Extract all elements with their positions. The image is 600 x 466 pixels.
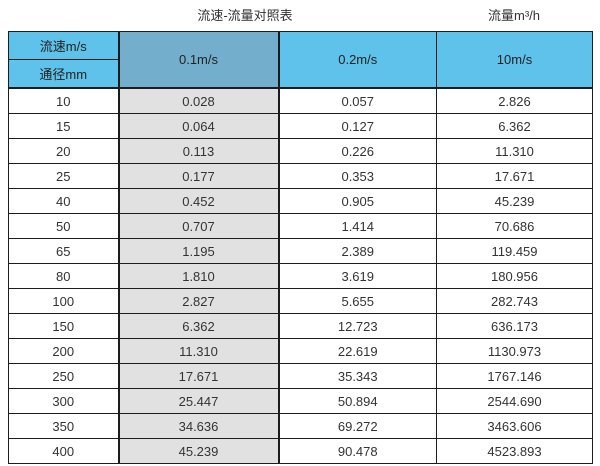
table-row: 200 11.310 22.619 1130.973 (8, 338, 593, 364)
value-cell: 17.671 (117, 363, 280, 389)
value-cell: 70.686 (436, 213, 593, 239)
value-cell: 6.362 (436, 113, 593, 139)
value-cell: 25.447 (117, 388, 280, 414)
value-cell: 11.310 (436, 138, 593, 164)
header-column-0.2ms: 0.2m/s (278, 31, 437, 89)
value-cell: 0.707 (117, 213, 280, 239)
table-row: 100 2.827 5.655 282.743 (8, 288, 593, 314)
value-cell: 50.894 (278, 388, 437, 414)
table-row: 400 45.239 90.478 4523.893 (8, 438, 593, 464)
table-row: 15 0.064 0.127 6.362 (8, 113, 593, 139)
value-cell: 0.452 (117, 188, 280, 214)
diameter-cell: 15 (8, 113, 119, 139)
value-cell: 119.459 (436, 238, 593, 264)
diameter-cell: 250 (8, 363, 119, 389)
value-cell: 45.239 (436, 188, 593, 214)
header-diameter-label: 通径mm (8, 59, 119, 89)
value-cell: 11.310 (117, 338, 280, 364)
table-row: 350 34.636 69.272 3463.606 (8, 413, 593, 439)
diameter-cell: 40 (8, 188, 119, 214)
table-row: 20 0.113 0.226 11.310 (8, 138, 593, 164)
flow-unit-label: 流量m³/h (487, 8, 541, 23)
table-row: 25 0.177 0.353 17.671 (8, 163, 593, 189)
value-cell: 0.353 (278, 163, 437, 189)
value-cell: 2.827 (117, 288, 280, 314)
value-cell: 6.362 (117, 313, 280, 339)
diameter-cell: 80 (8, 263, 119, 289)
value-cell: 0.905 (278, 188, 437, 214)
table-row: 300 25.447 50.894 2544.690 (8, 388, 593, 414)
value-cell: 0.064 (117, 113, 280, 139)
value-cell: 2544.690 (436, 388, 593, 414)
flow-rate-table: 流速m/s 0.1m/s 0.2m/s 10m/s 通径mm 10 0.028 0.… (8, 31, 593, 464)
value-cell: 0.057 (278, 87, 437, 114)
value-cell: 3463.606 (436, 413, 593, 439)
table-row: 80 1.810 3.619 180.956 (8, 263, 593, 289)
diameter-cell: 200 (8, 338, 119, 364)
value-cell: 2.389 (278, 238, 437, 264)
table-body: 10 0.028 0.057 2.826 15 0.064 0.127 6.362 20 0.11… (8, 87, 593, 464)
table-row: 10 0.028 0.057 2.826 (8, 87, 593, 114)
value-cell: 636.173 (436, 313, 593, 339)
table-title: 流速-流量对照表 (197, 8, 293, 23)
diameter-cell: 150 (8, 313, 119, 339)
value-cell: 22.619 (278, 338, 437, 364)
table-row: 65 1.195 2.389 119.459 (8, 238, 593, 264)
value-cell: 1767.146 (436, 363, 593, 389)
value-cell: 0.226 (278, 138, 437, 164)
value-cell: 1.414 (278, 213, 437, 239)
diameter-cell: 50 (8, 213, 119, 239)
value-cell: 5.655 (278, 288, 437, 314)
diameter-cell: 20 (8, 138, 119, 164)
diameter-cell: 300 (8, 388, 119, 414)
value-cell: 0.113 (117, 138, 280, 164)
value-cell: 12.723 (278, 313, 437, 339)
diameter-cell: 100 (8, 288, 119, 314)
table-row: 40 0.452 0.905 45.239 (8, 188, 593, 214)
value-cell: 34.636 (117, 413, 280, 439)
table-row: 150 6.362 12.723 636.173 (8, 313, 593, 339)
header-column-0.1ms: 0.1m/s (117, 31, 280, 89)
value-cell: 0.127 (278, 113, 437, 139)
table-header: 流速m/s 0.1m/s 0.2m/s 10m/s 通径mm (8, 31, 593, 89)
value-cell: 282.743 (436, 288, 593, 314)
table-row: 50 0.707 1.414 70.686 (8, 213, 593, 239)
value-cell: 0.177 (117, 163, 280, 189)
diameter-cell: 350 (8, 413, 119, 439)
header-velocity-label: 流速m/s (8, 31, 119, 60)
value-cell: 1.810 (117, 263, 280, 289)
diameter-cell: 25 (8, 163, 119, 189)
value-cell: 3.619 (278, 263, 437, 289)
value-cell: 45.239 (117, 438, 280, 464)
value-cell: 1130.973 (436, 338, 593, 364)
value-cell: 1.195 (117, 238, 280, 264)
value-cell: 17.671 (436, 163, 593, 189)
header-column-10ms: 10m/s (436, 31, 593, 89)
value-cell: 69.272 (278, 413, 437, 439)
value-cell: 35.343 (278, 363, 437, 389)
table-row: 250 17.671 35.343 1767.146 (8, 363, 593, 389)
value-cell: 90.478 (278, 438, 437, 464)
value-cell: 4523.893 (436, 438, 593, 464)
diameter-cell: 10 (8, 87, 119, 114)
diameter-cell: 65 (8, 238, 119, 264)
diameter-cell: 400 (8, 438, 119, 464)
value-cell: 180.956 (436, 263, 593, 289)
value-cell: 2.826 (436, 87, 593, 114)
value-cell: 0.028 (117, 87, 280, 114)
